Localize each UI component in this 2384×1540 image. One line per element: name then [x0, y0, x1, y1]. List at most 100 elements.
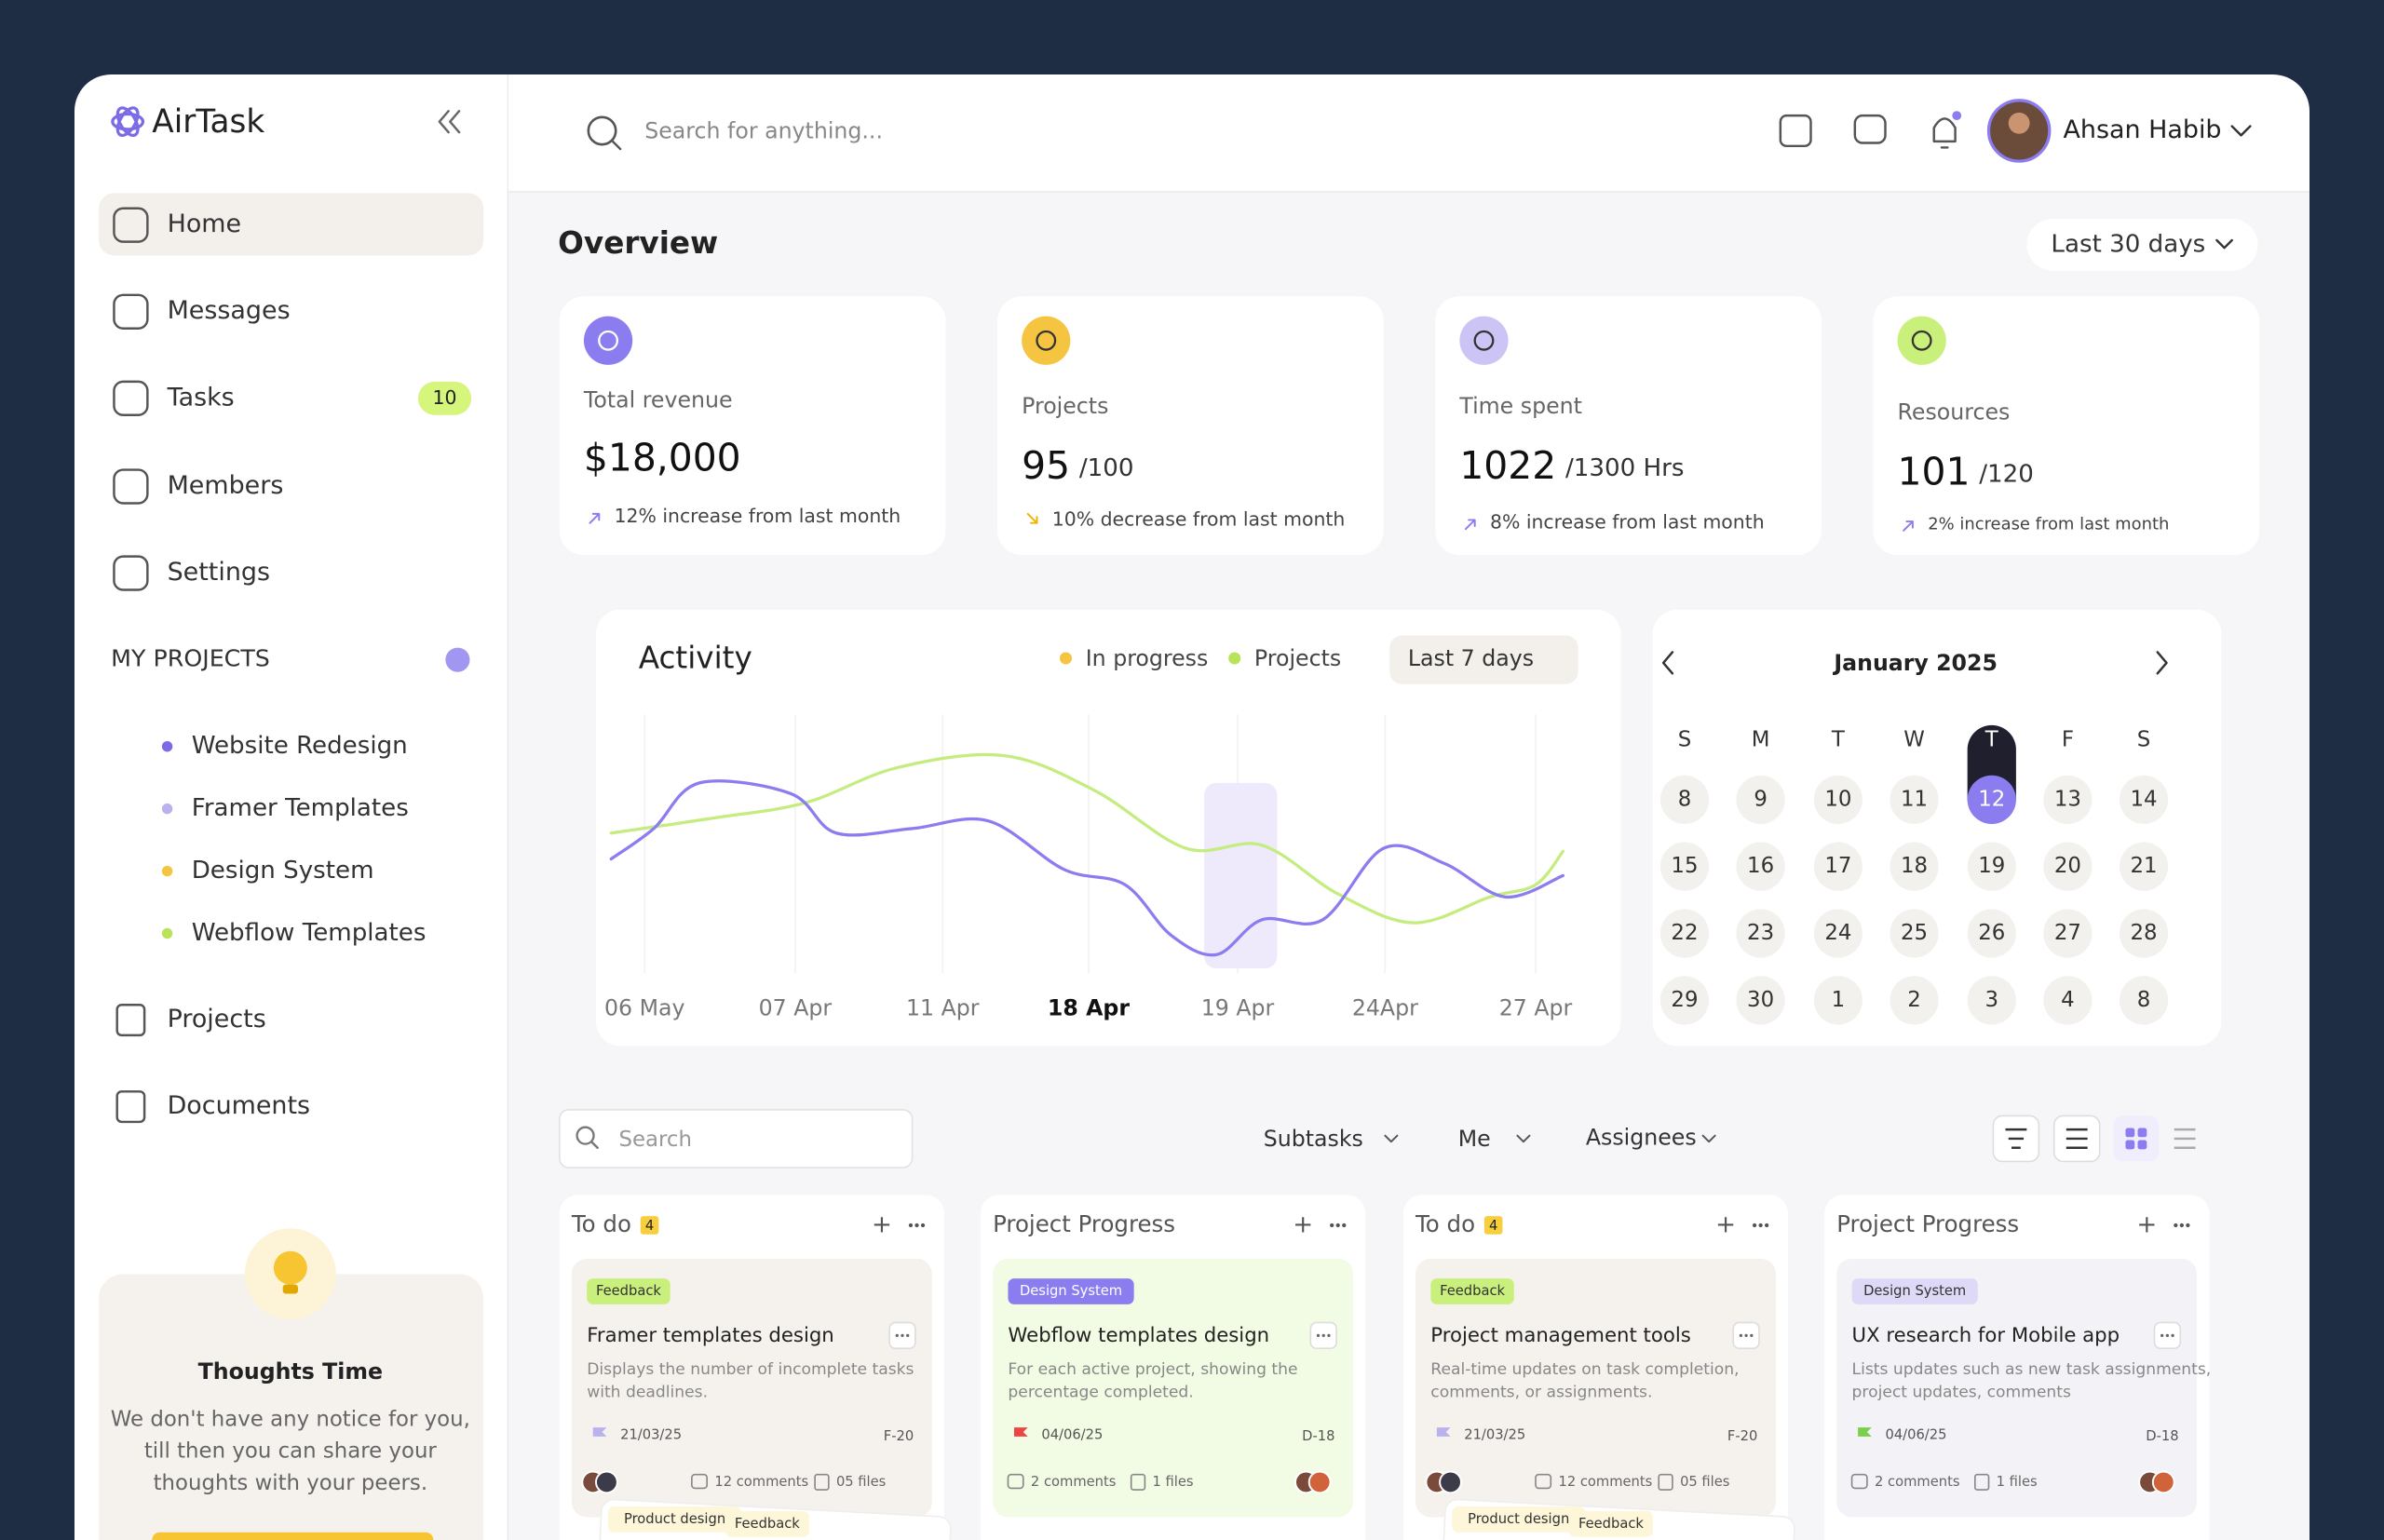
range-select-label[interactable]: Last 7 days	[1408, 645, 1534, 671]
filter[interactable]: Assignees	[1586, 1124, 1697, 1150]
day-cell[interactable]	[1813, 842, 1862, 891]
board-search-input[interactable]: Search	[618, 1128, 691, 1152]
task-tag-label: Feedback	[1440, 1283, 1505, 1299]
nav-item[interactable]: Projects	[168, 1005, 266, 1033]
day-cell[interactable]	[1659, 909, 1710, 958]
view-button[interactable]	[2113, 1115, 2160, 1162]
day-number[interactable]: 15	[1671, 854, 1698, 878]
day-number[interactable]: 19	[1978, 854, 2005, 878]
day-cell[interactable]	[1736, 909, 1785, 958]
day-cell[interactable]	[2043, 976, 2093, 1025]
add-card[interactable]: +	[872, 1210, 892, 1238]
day-number[interactable]: 28	[2131, 921, 2158, 945]
day-cell[interactable]	[2119, 909, 2169, 958]
nav-item[interactable]: Home	[168, 209, 242, 238]
filter-chevron	[1516, 1134, 1531, 1143]
nav-item[interactable]: Tasks	[167, 383, 235, 412]
day-cell[interactable]	[1967, 976, 2016, 1025]
day-number[interactable]: 12	[1978, 787, 2005, 811]
day-cell[interactable]	[2043, 775, 2093, 824]
project-item[interactable]: Website Redesign	[192, 732, 408, 760]
more-dot	[1758, 1223, 1763, 1228]
day-number[interactable]: 14	[2131, 787, 2158, 811]
day-number[interactable]: 11	[1901, 787, 1928, 811]
day-cell[interactable]	[1659, 775, 1710, 824]
day-number[interactable]: 17	[1824, 854, 1851, 878]
day-selected[interactable]	[1967, 775, 2016, 824]
day-cell[interactable]	[1890, 976, 1939, 1025]
stat-value-number: 95	[1022, 443, 1070, 488]
day-cell[interactable]	[1890, 842, 1939, 891]
logo-petal	[115, 106, 140, 138]
day-number[interactable]: 26	[1978, 921, 2005, 945]
day-number[interactable]: 2	[1907, 988, 1921, 1012]
day-number[interactable]: 23	[1747, 921, 1774, 945]
search-input[interactable]: Search for anything...	[644, 118, 883, 144]
day-number[interactable]: 27	[2054, 921, 2081, 945]
more-dot	[1327, 1333, 1331, 1337]
day-number[interactable]: 22	[1671, 921, 1698, 945]
day-number[interactable]: 8	[2137, 988, 2151, 1012]
day-cell[interactable]	[2043, 909, 2093, 958]
day-cell[interactable]	[1890, 909, 1939, 958]
nav-item[interactable]: Settings	[168, 558, 270, 587]
more-dot	[2171, 1333, 2174, 1337]
task-card	[1836, 1258, 2198, 1518]
day-number[interactable]: 24	[1824, 921, 1851, 945]
project-item[interactable]: Design System	[192, 857, 374, 885]
day-cell[interactable]	[1967, 842, 2016, 891]
add-card[interactable]: +	[1293, 1210, 1313, 1238]
task-id: D-18	[2146, 1428, 2178, 1444]
day-cell[interactable]	[1736, 976, 1785, 1025]
file-icon	[814, 1473, 830, 1491]
nav-item[interactable]: Members	[168, 471, 284, 500]
user-name[interactable]: Ahsan Habib	[2064, 115, 2222, 144]
day-cell[interactable]	[2043, 842, 2093, 891]
day-number[interactable]: 9	[1754, 787, 1768, 811]
add-card[interactable]: +	[2136, 1210, 2157, 1238]
more-dot	[1335, 1223, 1340, 1228]
project-item[interactable]: Framer Templates	[192, 794, 409, 822]
nav-item[interactable]: Documents	[168, 1091, 311, 1120]
day-cell[interactable]	[1736, 842, 1785, 891]
day-number[interactable]: 1	[1832, 988, 1846, 1012]
filter[interactable]: Subtasks	[1264, 1126, 1363, 1152]
day-number[interactable]: 21	[2131, 854, 2158, 878]
day-number[interactable]: 16	[1747, 854, 1774, 878]
day-number[interactable]: 8	[1678, 787, 1692, 811]
day-cell[interactable]	[2119, 976, 2169, 1025]
day-number[interactable]: 3	[1985, 988, 1999, 1012]
project-item[interactable]: Webflow Templates	[192, 919, 427, 947]
filter[interactable]: Me	[1458, 1126, 1491, 1152]
weekday: T	[1831, 728, 1846, 752]
day-cell[interactable]	[1659, 976, 1710, 1025]
day-cell[interactable]	[1813, 976, 1862, 1025]
hover-highlight	[1204, 782, 1278, 969]
day-cell[interactable]	[2119, 842, 2169, 891]
weekday: W	[1903, 728, 1925, 752]
assignee-avatar	[1307, 1470, 1332, 1494]
range-select-label[interactable]: Last 30 days	[2051, 230, 2205, 258]
nav-item[interactable]: Messages	[168, 296, 291, 325]
day-cell[interactable]	[1659, 842, 1710, 891]
add-card[interactable]: +	[1715, 1210, 1736, 1238]
day-number[interactable]: 25	[1901, 921, 1928, 945]
day-cell[interactable]	[1736, 775, 1785, 824]
day-number[interactable]: 29	[1671, 988, 1698, 1012]
day-cell[interactable]	[1813, 775, 1862, 824]
day-cell[interactable]	[1967, 909, 2016, 958]
more-dot	[1330, 1223, 1334, 1228]
day-cell[interactable]	[1890, 775, 1939, 824]
count-badge	[640, 1216, 659, 1235]
logo-petal	[111, 112, 145, 131]
day-number[interactable]: 10	[1824, 787, 1851, 811]
task-title: Framer templates design	[587, 1324, 834, 1347]
day-number[interactable]: 4	[2061, 988, 2075, 1012]
day-number[interactable]: 30	[1747, 988, 1774, 1012]
day-cell[interactable]	[2119, 775, 2169, 824]
day-number[interactable]: 20	[2054, 854, 2081, 878]
day-number[interactable]: 13	[2054, 787, 2081, 811]
day-cell[interactable]	[1813, 909, 1862, 958]
day-number[interactable]: 18	[1901, 854, 1928, 878]
